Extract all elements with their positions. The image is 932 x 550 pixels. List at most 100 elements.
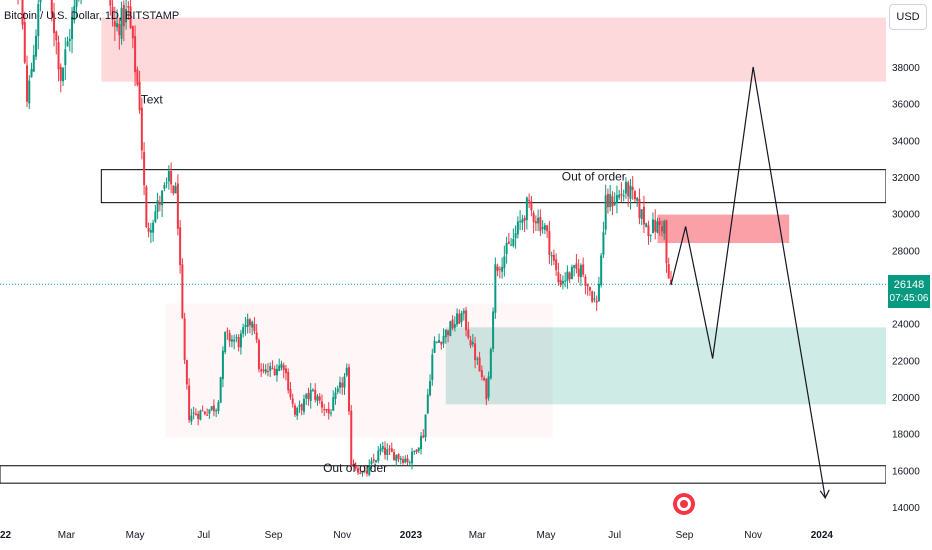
candle-body — [201, 410, 204, 412]
candle-body — [440, 342, 443, 345]
candle-body — [125, 9, 128, 23]
candle-body — [253, 324, 256, 332]
candle-body — [660, 226, 663, 232]
price-tick-label: 16000 — [892, 466, 920, 477]
candle-body — [280, 363, 283, 368]
candle-body — [251, 321, 254, 328]
candle-body — [230, 339, 233, 342]
candle-body — [320, 401, 323, 408]
candle-body — [381, 446, 384, 450]
candle-body — [658, 220, 661, 225]
candle-body — [287, 372, 290, 391]
candle-body — [534, 221, 537, 224]
candle-body — [300, 404, 303, 411]
candle-body — [411, 451, 414, 464]
candle-body — [568, 272, 571, 280]
candle-body — [334, 392, 337, 399]
candle-body — [170, 171, 173, 185]
candle-body — [357, 468, 360, 473]
candle-body — [271, 368, 274, 370]
candle-body — [654, 219, 657, 232]
candle-body — [145, 186, 148, 228]
candle-body — [75, 0, 78, 7]
range-shade-zone — [165, 303, 553, 438]
candle-body — [289, 389, 292, 398]
candle-body — [233, 339, 236, 342]
candle-body — [390, 448, 393, 453]
candle-body — [397, 453, 400, 459]
candle-body — [465, 310, 468, 331]
candle-body — [663, 221, 666, 234]
candle-body — [469, 339, 472, 346]
candle-body — [140, 107, 143, 151]
candle-body — [638, 198, 641, 219]
candle-body — [291, 398, 294, 404]
candle-body — [408, 462, 411, 464]
candle-body — [604, 195, 607, 230]
candle-body — [62, 67, 65, 82]
candle-body — [21, 0, 24, 25]
candle-body — [386, 449, 389, 456]
candle-body — [366, 471, 369, 474]
candle-body — [273, 368, 276, 376]
candle-body — [561, 281, 564, 284]
candle-body — [521, 219, 524, 223]
candle-body — [582, 264, 585, 275]
candle-body — [255, 332, 258, 340]
out-of-order-box-lower — [0, 465, 887, 484]
zone-layer — [0, 17, 887, 484]
time-tick-label: May — [537, 530, 556, 541]
candle-body — [185, 360, 188, 385]
time-axis-bg — [0, 520, 932, 550]
candle-body — [296, 407, 299, 416]
candle-body — [492, 311, 495, 349]
event-icon[interactable] — [673, 493, 695, 515]
candle-body — [669, 279, 672, 285]
time-tick-label: Jul — [608, 530, 621, 541]
candle-body — [237, 337, 240, 348]
candle-body — [116, 23, 119, 28]
annotation-text: Text — [141, 93, 164, 107]
candle-body — [176, 183, 179, 229]
candle-body — [566, 271, 569, 281]
candle-body — [260, 369, 263, 372]
bar-countdown: 07:45:06 — [889, 292, 929, 304]
candle-body — [404, 458, 407, 463]
time-tick-label: 2023 — [400, 530, 423, 541]
candle-body — [600, 255, 603, 286]
candle-body — [314, 390, 317, 400]
candle-body — [667, 264, 670, 279]
time-tick-label: Sep — [676, 530, 694, 541]
time-axis[interactable]: 2022 Mar May Jul Sep Nov 2023 Mar May Jul Sep Nov 20… — [0, 520, 932, 550]
candle-body — [456, 313, 459, 325]
candle-body — [496, 266, 499, 271]
candle-body — [593, 298, 596, 300]
candle-body — [332, 397, 335, 411]
candle-body — [422, 435, 425, 438]
candle-body — [307, 392, 310, 400]
candle-body — [579, 265, 582, 278]
candle-body — [645, 223, 648, 227]
time-tick-label: Jul — [197, 530, 210, 541]
candle-body — [624, 182, 627, 194]
candle-body — [609, 194, 612, 208]
annotation-text: Out of order — [562, 170, 626, 184]
candle-body — [210, 406, 213, 410]
time-tick-label: Nov — [744, 530, 762, 541]
candle-body — [235, 337, 238, 339]
candle-body — [627, 182, 630, 197]
candle-body — [111, 6, 114, 20]
currency-button[interactable]: USD — [889, 4, 927, 30]
candle-body — [575, 263, 578, 269]
candle-body — [359, 472, 362, 474]
candle-body — [338, 382, 341, 388]
candle-body — [402, 459, 405, 463]
candle-body — [415, 449, 418, 453]
candle-body — [275, 368, 278, 376]
candle-body — [399, 458, 402, 460]
supply-zone — [657, 214, 790, 243]
candle-body — [246, 319, 249, 327]
candle-body — [489, 349, 492, 379]
candle-body — [325, 408, 328, 411]
